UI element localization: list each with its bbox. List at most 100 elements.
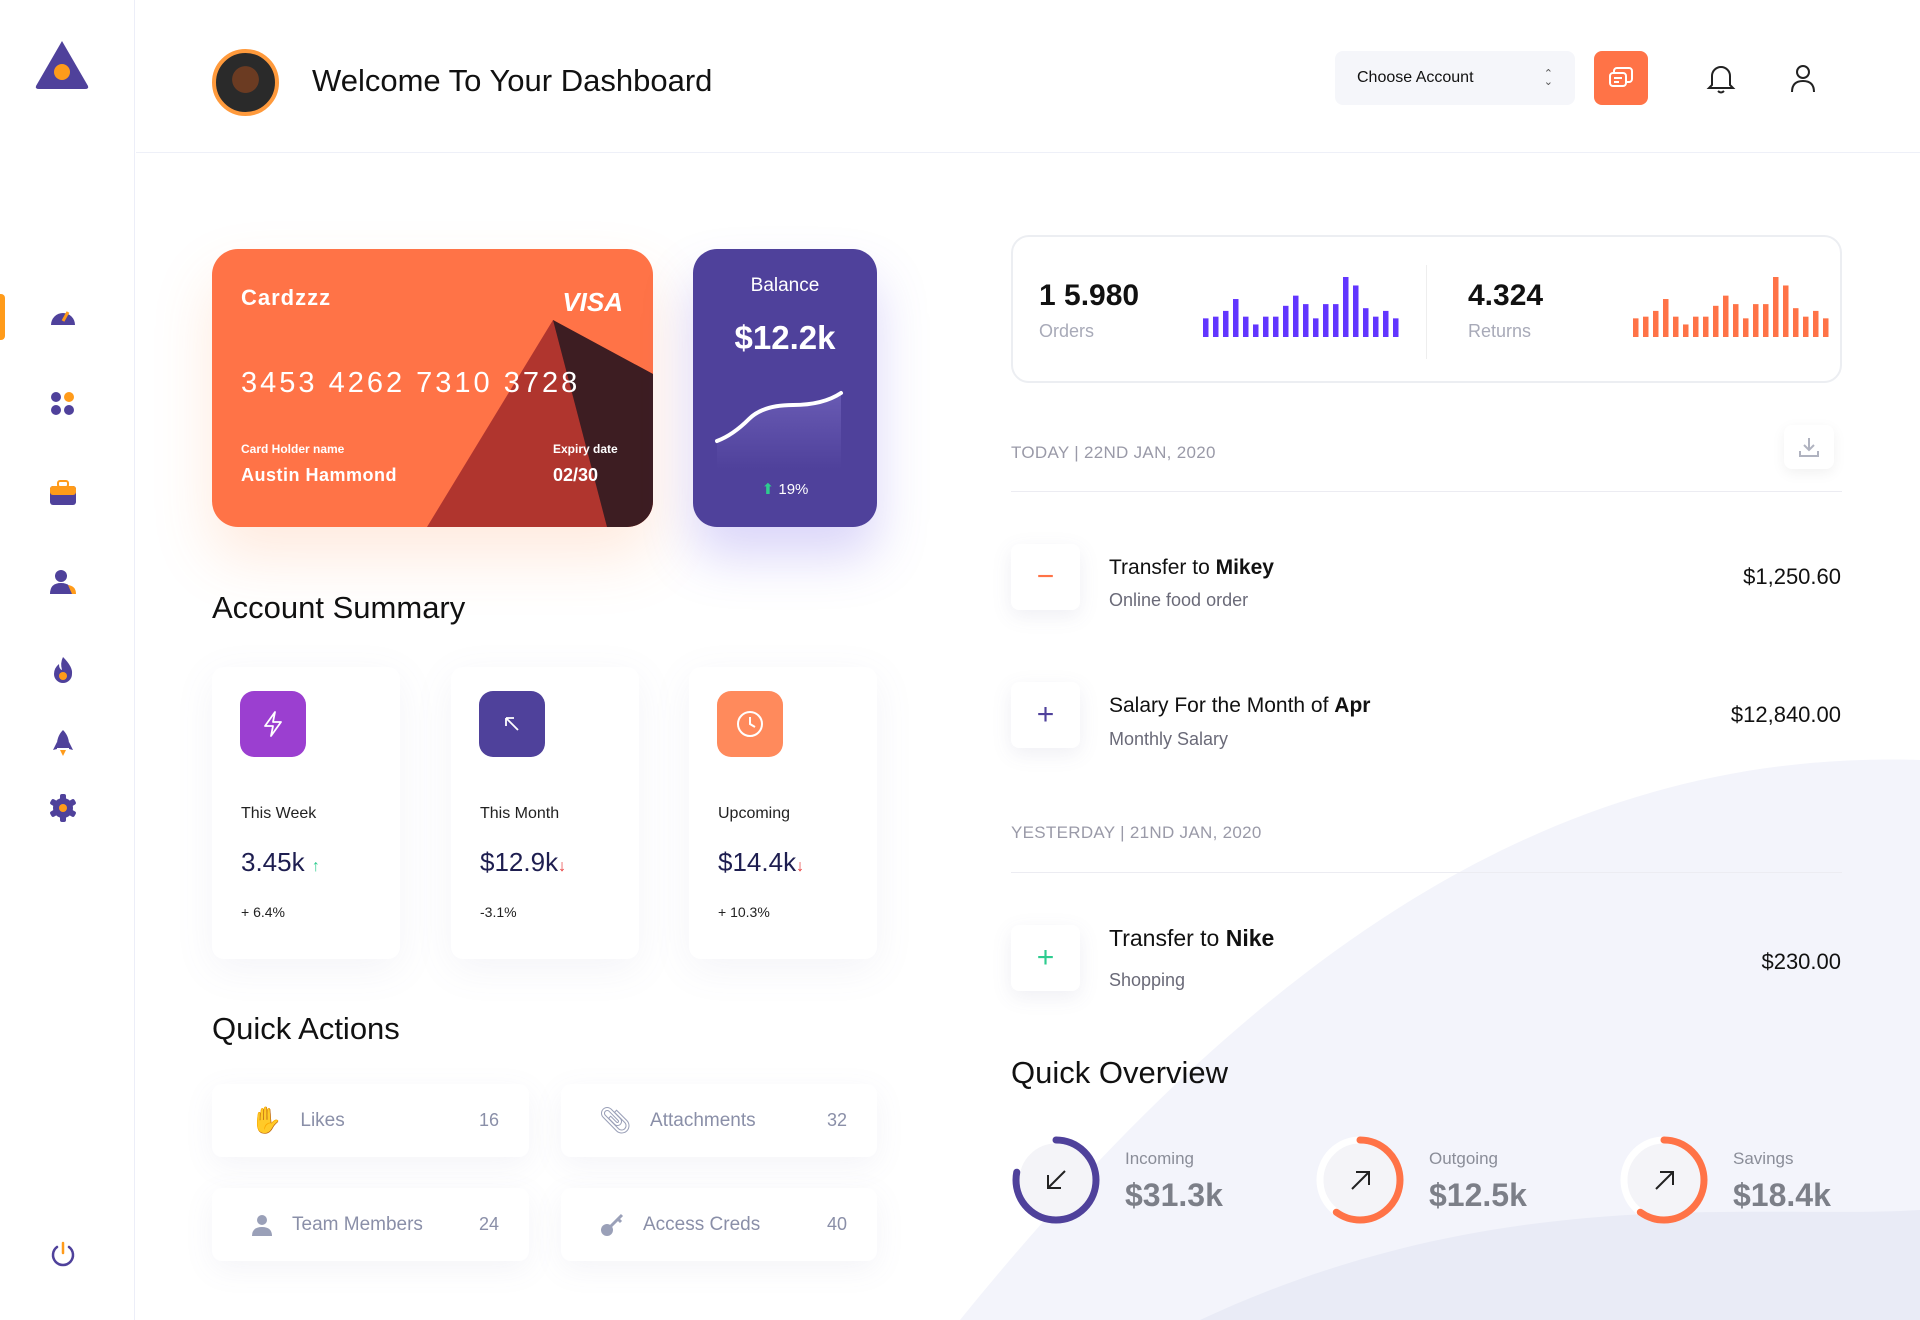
arrow-up-right-icon xyxy=(1351,1171,1370,1190)
dashboard-gauge-icon[interactable] xyxy=(48,301,78,331)
summary-change: -3.1% xyxy=(480,904,517,920)
summary-label: Upcoming xyxy=(718,805,791,822)
summary-change: + 6.4% xyxy=(241,904,285,920)
summary-value: $12.9k↓ xyxy=(480,847,567,877)
sidebar xyxy=(0,0,135,1320)
balance-card[interactable]: Balance $12.2k ⬆ 19% xyxy=(693,249,877,527)
transaction-subtitle: Online food order xyxy=(1109,590,1249,610)
bar xyxy=(1323,304,1329,337)
returns-label: Returns xyxy=(1468,321,1532,341)
orders-value: 1 5.980 xyxy=(1039,279,1140,312)
quick-action-attachments[interactable]: 📎︎ Attachments 32 xyxy=(561,1084,877,1157)
bar xyxy=(1633,318,1639,337)
bar xyxy=(1753,304,1759,337)
avatar[interactable] xyxy=(212,49,279,116)
overview-label: Outgoing xyxy=(1429,1149,1498,1168)
bar xyxy=(1703,316,1709,337)
balance-label: Balance xyxy=(750,275,820,296)
quick-overview-title: Quick Overview xyxy=(1011,1055,1229,1090)
transaction-subtitle: Monthly Salary xyxy=(1109,729,1229,749)
users-icon[interactable] xyxy=(48,567,78,597)
summary-card-upcoming[interactable]: Upcoming $14.4k↓ + 10.3% xyxy=(689,667,877,959)
briefcase-icon[interactable] xyxy=(48,478,78,508)
balance-value: $12.2k xyxy=(734,319,836,356)
bar xyxy=(1373,316,1379,337)
bar xyxy=(1223,310,1229,337)
balance-change: ⬆ 19% xyxy=(693,480,877,498)
plus-icon: + xyxy=(1011,925,1080,991)
bar xyxy=(1363,308,1369,337)
chat-icon xyxy=(1609,67,1633,87)
bar xyxy=(1253,324,1259,337)
chevron-up-down-icon: ⌃ ⌄ xyxy=(1543,68,1553,88)
bar xyxy=(1293,295,1299,337)
overview-value: $12.5k xyxy=(1429,1177,1527,1213)
transaction-title: Salary For the Month of Apr xyxy=(1109,694,1371,717)
download-button[interactable] xyxy=(1784,425,1834,469)
bell-icon[interactable] xyxy=(1706,63,1736,95)
arrow-up-left-icon xyxy=(479,691,545,757)
progress-ring xyxy=(1620,1136,1708,1224)
transaction-amount: $1,250.60 xyxy=(1743,564,1841,589)
bar xyxy=(1763,304,1769,337)
transaction-title: Transfer to Nike xyxy=(1109,925,1275,951)
bar xyxy=(1353,285,1359,337)
bar xyxy=(1683,324,1689,337)
trend-up-icon: ↑ xyxy=(311,858,320,875)
logo-icon[interactable] xyxy=(33,38,91,90)
bar xyxy=(1643,316,1649,337)
quick-action-access-creds[interactable]: Access Creds 40 xyxy=(561,1188,877,1261)
returns-value: 4.324 xyxy=(1468,279,1544,312)
transaction-title: Transfer to Mikey xyxy=(1109,556,1274,579)
settings-gear-icon[interactable] xyxy=(48,793,78,823)
returns-bar-chart xyxy=(1633,277,1829,337)
fire-icon[interactable] xyxy=(48,655,78,685)
bar xyxy=(1313,318,1319,337)
page-title: Welcome To Your Dashboard xyxy=(312,63,713,98)
bar xyxy=(1693,316,1699,337)
messages-button[interactable] xyxy=(1594,51,1648,105)
apps-grid-icon[interactable] xyxy=(48,389,78,419)
bar xyxy=(1333,304,1339,337)
hand-icon: ✋ xyxy=(250,1105,283,1135)
progress-ring xyxy=(1012,1136,1100,1224)
quick-action-likes[interactable]: ✋ Likes 16 xyxy=(212,1084,529,1157)
transaction-amount: $230.00 xyxy=(1761,949,1841,974)
today-date-label: TODAY | 22ND JAN, 2020 xyxy=(1011,443,1216,462)
minus-icon: − xyxy=(1011,544,1080,610)
active-indicator xyxy=(0,294,5,340)
expiry-label: Expiry date xyxy=(553,442,618,456)
account-select-value: Choose Account xyxy=(1357,69,1474,86)
overview-value: $18.4k xyxy=(1733,1177,1831,1213)
expiry-date: 02/30 xyxy=(553,465,599,485)
summary-change: + 10.3% xyxy=(718,904,770,920)
yesterday-date-label: YESTERDAY | 21ND JAN, 2020 xyxy=(1011,823,1262,842)
card-number: 3453 4262 7310 3728 xyxy=(241,367,581,399)
bar xyxy=(1243,316,1249,337)
paperclip-icon: 📎︎ xyxy=(599,1105,633,1135)
stats-panel: 1 5.980 Orders 4.324 Returns xyxy=(1011,235,1842,383)
power-icon[interactable] xyxy=(48,1239,78,1269)
bar xyxy=(1793,308,1799,337)
clock-icon xyxy=(717,691,783,757)
bar xyxy=(1263,316,1269,337)
trend-down-icon: ↓ xyxy=(796,858,805,875)
credit-card[interactable]: Cardzzz VISA 3453 4262 7310 3728 Card Ho… xyxy=(212,249,653,527)
summary-label: This Week xyxy=(241,805,317,822)
summary-card-this-week[interactable]: This Week 3.45k ↑ + 6.4% xyxy=(212,667,400,959)
bar xyxy=(1723,295,1729,337)
bar xyxy=(1273,316,1279,337)
bar xyxy=(1803,316,1809,337)
trend-down-icon: ↓ xyxy=(558,858,567,875)
rocket-icon[interactable] xyxy=(48,728,78,758)
stats-divider xyxy=(1426,265,1427,359)
quick-action-team-members[interactable]: Team Members 24 xyxy=(212,1188,529,1261)
user-profile-icon[interactable] xyxy=(1788,63,1818,95)
orders-bar-chart xyxy=(1203,277,1399,337)
user-icon xyxy=(252,1214,272,1236)
account-select[interactable]: Choose Account ⌃ ⌄ xyxy=(1335,51,1575,105)
bar xyxy=(1383,310,1389,337)
summary-card-this-month[interactable]: This Month $12.9k↓ -3.1% xyxy=(451,667,639,959)
summary-value: 3.45k ↑ xyxy=(241,847,320,877)
key-icon xyxy=(601,1213,624,1236)
